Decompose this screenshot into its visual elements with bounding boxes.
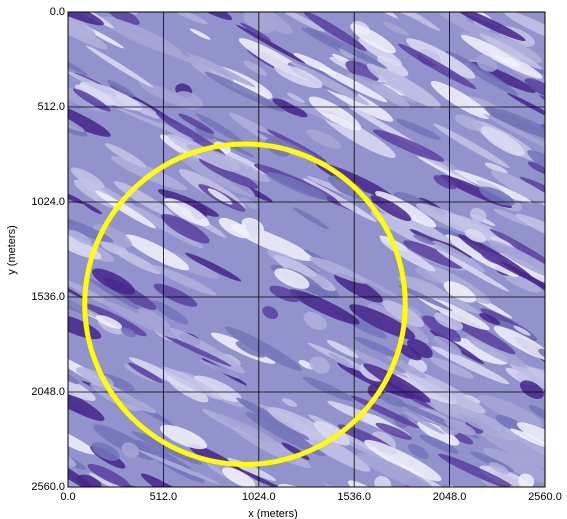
- texture-streak: [27, 275, 46, 291]
- texture-streak: [193, 0, 215, 1]
- texture-streak: [543, 15, 567, 54]
- texture-streak: [177, 512, 211, 519]
- texture-streak: [558, 1, 567, 26]
- texture-streak: [226, 0, 251, 13]
- texture-streak: [38, 119, 61, 137]
- texture-streak: [432, 0, 451, 8]
- texture-streak: [544, 443, 567, 462]
- x-tick-label: 2048.0: [433, 491, 467, 503]
- texture-streak: [555, 352, 567, 382]
- y-tick-label: 2560.0: [31, 481, 65, 493]
- texture-streak: [215, 0, 284, 5]
- texture-streak: [36, 461, 63, 482]
- y-tick-label: 2048.0: [31, 386, 65, 398]
- texture-streak: [47, 0, 103, 1]
- texture-streak: [9, 26, 67, 59]
- texture-streak: [560, 148, 567, 169]
- texture-streak: [108, 0, 167, 6]
- texture-streak: [545, 4, 567, 21]
- texture-streak: [556, 69, 567, 100]
- texture-streak: [46, 121, 68, 141]
- y-tick-label: 512.0: [37, 101, 65, 113]
- texture-streak: [265, 0, 324, 10]
- texture-streak: [331, 0, 416, 2]
- texture-streak: [310, 0, 387, 13]
- texture-streak: [550, 214, 567, 243]
- y-axis-title: y (meters): [6, 225, 18, 275]
- x-tick-label: 1024.0: [242, 491, 276, 503]
- texture-streak: [447, 503, 508, 519]
- texture-streak: [484, 0, 556, 6]
- y-tick-label: 1536.0: [31, 291, 65, 303]
- x-axis-title: x (meters): [248, 508, 298, 519]
- x-tick-label: 2560.0: [528, 491, 562, 503]
- texture-streak: [37, 41, 59, 54]
- y-tick-label: 0.0: [50, 6, 65, 18]
- texture-streak: [556, 427, 567, 455]
- texture-streak: [113, 0, 164, 4]
- texture-streak: [552, 225, 567, 244]
- texture-streak: [147, 0, 221, 3]
- texture-streak: [11, 0, 76, 24]
- y-tick-label: 1024.0: [31, 196, 65, 208]
- chart: 0.0512.01024.01536.02048.02560.00.0512.0…: [0, 0, 567, 519]
- texture-streak: [75, 0, 121, 8]
- x-tick-label: 512.0: [150, 491, 178, 503]
- texture-streak: [0, 416, 67, 455]
- x-tick-label: 1536.0: [337, 491, 371, 503]
- texture-streak: [73, 0, 104, 6]
- texture-streak: [280, 0, 313, 12]
- texture-streak: [543, 0, 567, 6]
- texture-streak: [528, 0, 567, 10]
